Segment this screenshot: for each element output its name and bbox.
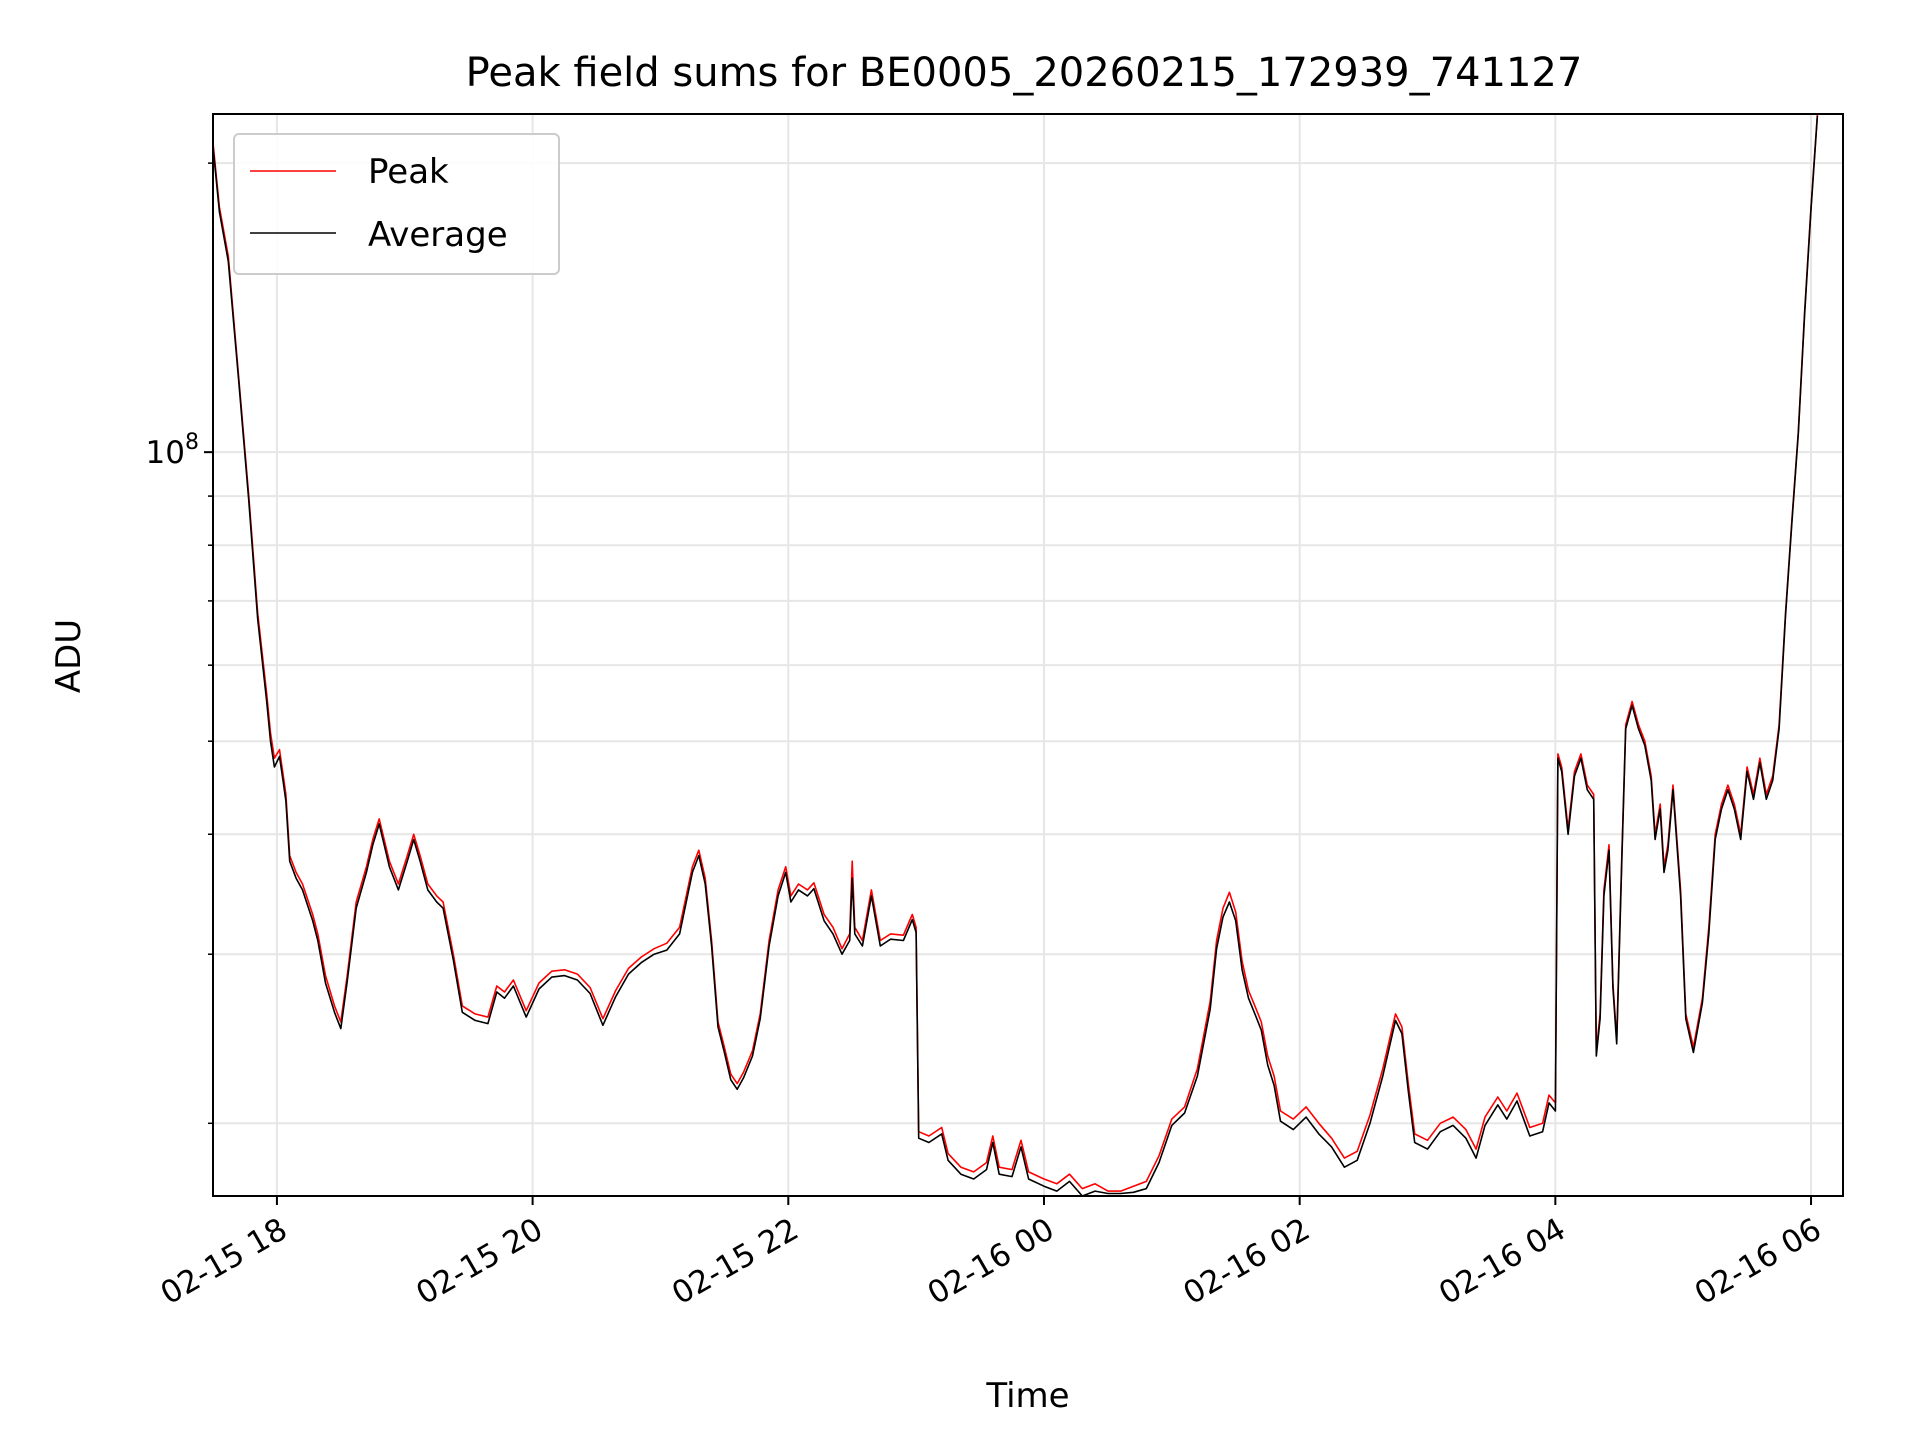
series-line-average [213,115,1819,1196]
x-axis-label: Time [985,1376,1069,1416]
legend-label-average: Average [368,215,508,255]
y-axis-label: ADU [49,619,89,693]
legend: Peak Average [233,133,560,275]
plot-frame [212,113,1844,1197]
y-tick-label: 108 [146,430,199,471]
chart-title: Peak field sums for BE0005_20260215_1729… [466,50,1583,96]
legend-box [233,133,560,275]
grid [213,114,1843,1196]
series-layer [213,114,1819,1196]
legend-label-peak: Peak [368,152,449,192]
